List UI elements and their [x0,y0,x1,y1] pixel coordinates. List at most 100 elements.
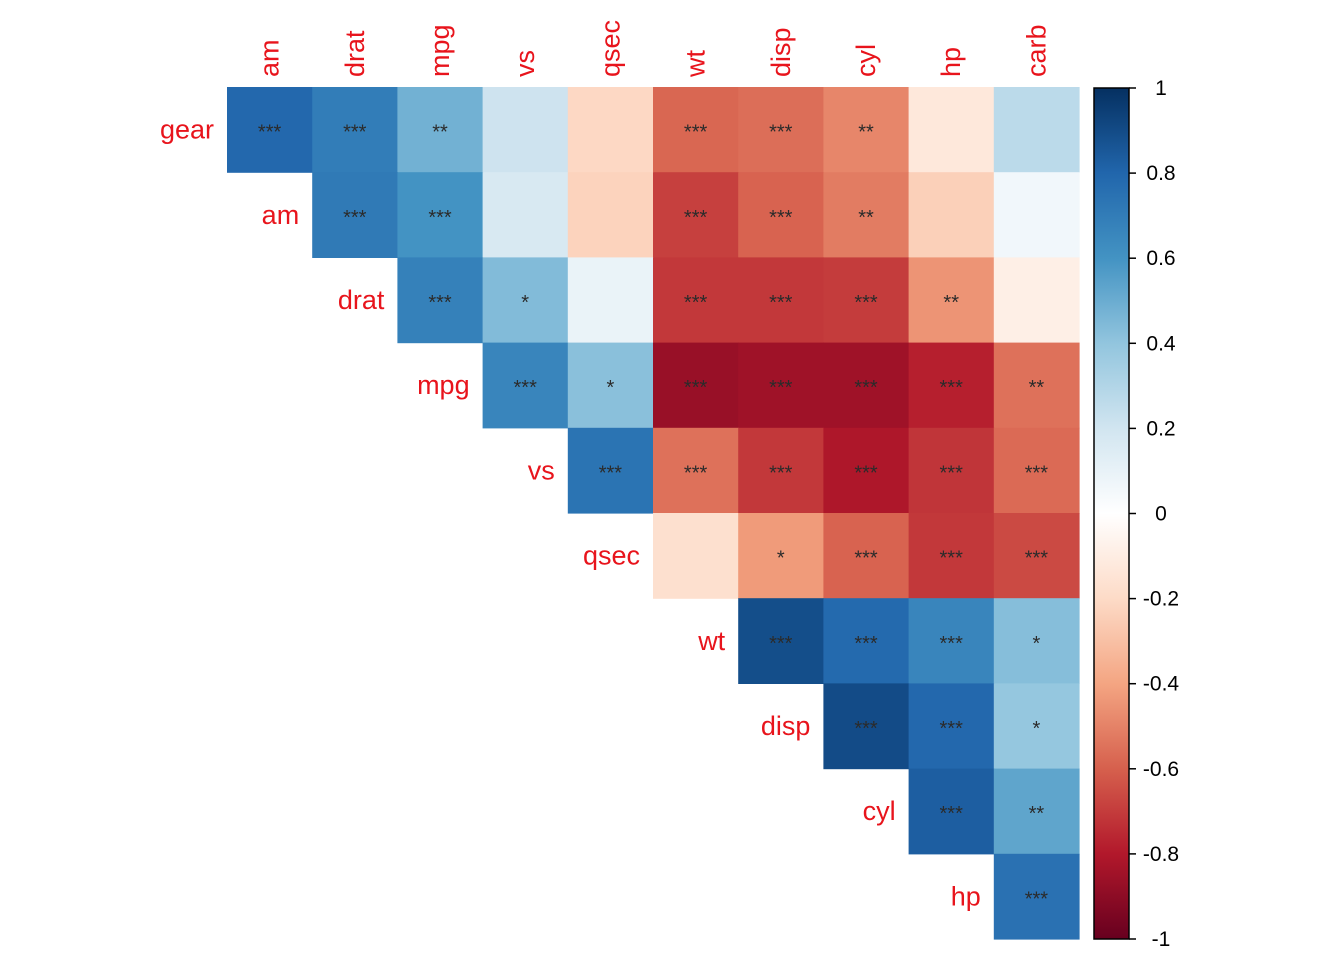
heatmap-cell-qsec-hp [908,513,995,599]
heatmap-cell-gear-drat [312,87,398,173]
heatmap-cells: *** *** ** *** *** ***** *** *** *** ***** * *** ***… [227,87,1080,940]
heatmap-cell-gear-wt [653,87,739,173]
heatmap-cell-gear-cyl [823,87,910,173]
significance-label-disp-hp: *** [940,718,964,740]
significance-label-qsec-hp: *** [940,548,964,570]
row-label-am: am [262,200,300,230]
colorbar: 1 0.8 0.6 0.4 0.2 0 -0.2 -0.4 -0.6 -0.8 -1 [1093,77,1180,951]
significance-label-vs-cyl: *** [854,462,878,484]
heatmap-cell-drat-carb [993,257,1080,344]
column-label-am: am [255,39,285,77]
heatmap-cell-qsec-carb [993,513,1080,599]
significance-label-vs-hp: *** [940,462,964,484]
column-labels: am drat mpg vs qsec wt disp cyl hp carb [255,20,1052,78]
significance-label-gear-disp: *** [769,122,793,144]
heatmap-cell-gear-mpg [397,87,484,173]
significance-label-drat-disp: *** [769,292,793,314]
significance-label-wt-cyl: *** [854,633,878,655]
column-label-qsec: qsec [595,20,625,77]
heatmap-cell-vs-hp [908,427,995,514]
significance-label-hp-carb: *** [1025,888,1049,910]
heatmap-cell-gear-am [227,87,313,173]
heatmap-cell-mpg-carb [993,342,1080,429]
colorbar-tick-label: 0.8 [1146,162,1175,185]
colorbar-tick-label: -0.4 [1143,673,1180,696]
heatmap-cell-mpg-disp [738,342,824,429]
row-label-drat: drat [338,285,385,315]
colorbar-tick-label: -0.6 [1143,758,1179,781]
significance-label-mpg-wt: *** [684,377,708,399]
heatmap-cell-mpg-cyl [823,342,910,429]
row-label-gear: gear [160,115,214,145]
significance-label-gear-am: *** [258,122,282,144]
row-labels: gear am drat mpg vs qsec wt disp cyl hp [160,115,981,912]
heatmap-cell-drat-wt [653,257,739,344]
significance-label-gear-mpg: ** [432,122,448,144]
heatmap-cell-wt-hp [908,598,995,684]
colorbar-tick-label: -0.8 [1143,843,1179,866]
significance-label-am-wt: *** [684,207,708,229]
heatmap-cell-mpg-hp [908,342,995,429]
significance-label-mpg-carb: ** [1029,377,1045,399]
significance-label-drat-mpg: *** [428,292,452,314]
row-label-qsec: qsec [583,541,640,571]
heatmap-cell-vs-wt [653,427,739,514]
heatmap-cell-drat-disp [738,257,824,344]
heatmap-cell-vs-disp [738,427,824,514]
significance-label-gear-wt: *** [684,122,708,144]
significance-label-mpg-qsec: * [607,377,615,399]
heatmap-cell-am-cyl [823,172,910,258]
heatmap-cell-wt-carb [993,598,1080,684]
significance-label-drat-cyl: *** [854,292,878,314]
heatmap-cell-hp-carb [993,853,1080,940]
heatmap-cell-drat-vs [482,257,569,344]
column-label-disp: disp [766,27,796,77]
column-label-mpg: mpg [425,24,455,77]
heatmap-cell-qsec-cyl [823,513,910,599]
heatmap-cell-am-carb [993,172,1080,258]
significance-label-drat-vs: * [521,292,529,314]
heatmap-cell-qsec-disp [738,513,824,599]
significance-label-wt-carb: * [1033,633,1041,655]
heatmap-cell-disp-carb [993,683,1080,770]
significance-label-mpg-hp: *** [940,377,964,399]
row-label-disp: disp [761,711,811,741]
colorbar-tick-label: 0.2 [1146,417,1175,440]
heatmap-cell-disp-hp [908,683,995,770]
significance-label-mpg-disp: *** [769,377,793,399]
significance-label-am-drat: *** [343,207,367,229]
heatmap-cell-am-hp [908,172,995,258]
heatmap-cell-vs-qsec [567,427,654,514]
colorbar-tick-label: 0.4 [1146,332,1176,355]
significance-label-wt-disp: *** [769,633,793,655]
heatmap-cell-am-qsec [567,172,654,258]
significance-label-mpg-cyl: *** [854,377,878,399]
heatmap-cell-am-disp [738,172,824,258]
row-label-wt: wt [697,626,725,656]
heatmap-cell-drat-hp [908,257,995,344]
row-label-mpg: mpg [417,370,470,400]
heatmap-cell-am-drat [312,172,398,258]
significance-label-disp-carb: * [1033,718,1041,740]
significance-label-qsec-disp: * [777,548,785,570]
significance-label-cyl-hp: *** [940,803,964,825]
heatmap-cell-drat-cyl [823,257,910,344]
significance-label-drat-wt: *** [684,292,708,314]
heatmap-cell-mpg-qsec [567,342,654,429]
row-label-hp: hp [951,881,981,911]
heatmap-cell-qsec-wt [653,513,739,599]
colorbar-tick-label: 1 [1155,77,1167,100]
significance-label-drat-hp: ** [943,292,959,314]
significance-label-gear-cyl: ** [858,122,874,144]
significance-label-disp-cyl: *** [854,718,878,740]
significance-label-mpg-vs: *** [514,377,538,399]
row-label-vs: vs [528,455,555,485]
heatmap-cell-gear-vs [482,87,569,173]
colorbar-tick-label: 0 [1155,503,1167,526]
heatmap-cell-mpg-vs [482,342,569,429]
heatmap-cell-am-wt [653,172,739,258]
heatmap-cell-drat-qsec [567,257,654,344]
heatmap-cell-am-vs [482,172,569,258]
colorbar-tick-label: 0.6 [1146,247,1175,270]
